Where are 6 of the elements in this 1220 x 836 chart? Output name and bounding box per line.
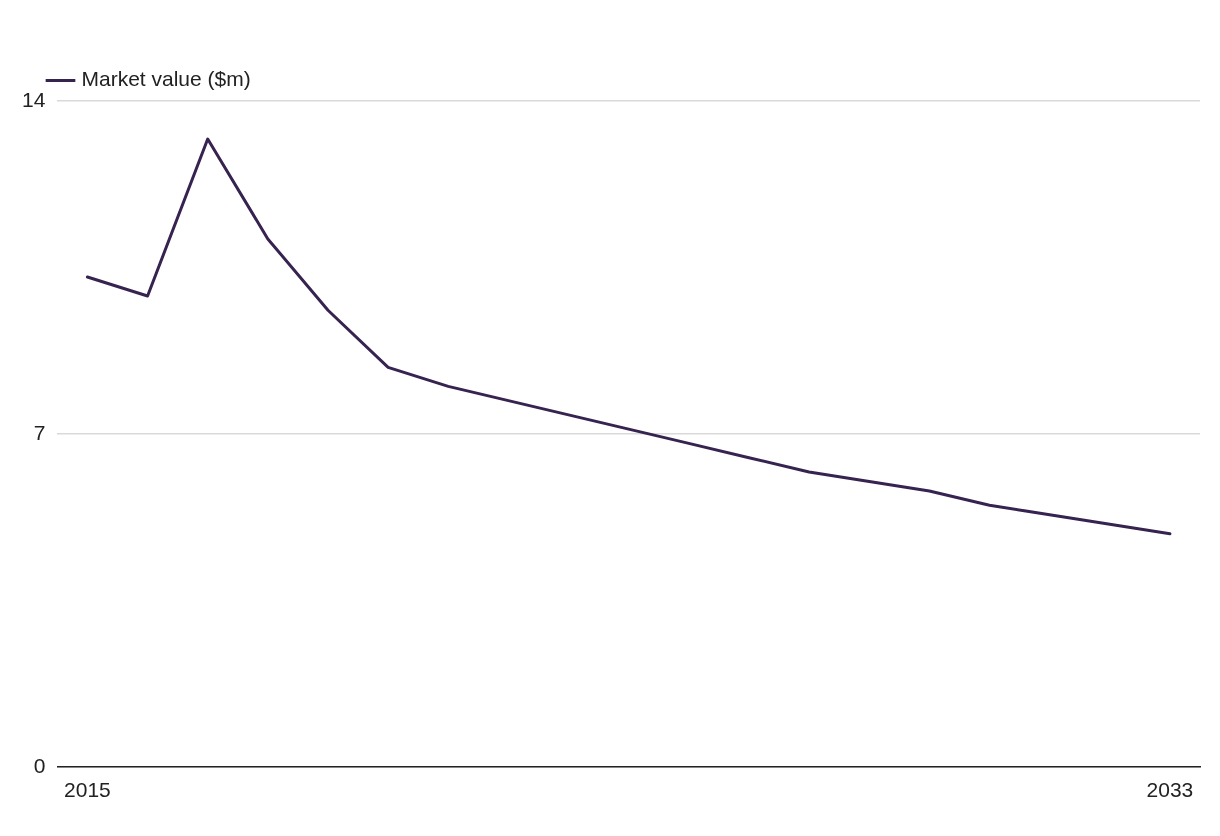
x-tick-label: 2015 [64,778,111,802]
y-tick-label: 7 [33,420,46,444]
legend-label: Market value ($m) [81,67,251,91]
y-tick-label: 14 [22,87,46,111]
x-tick-label: 2033 [1146,778,1194,802]
y-tick-label: 0 [33,753,46,777]
